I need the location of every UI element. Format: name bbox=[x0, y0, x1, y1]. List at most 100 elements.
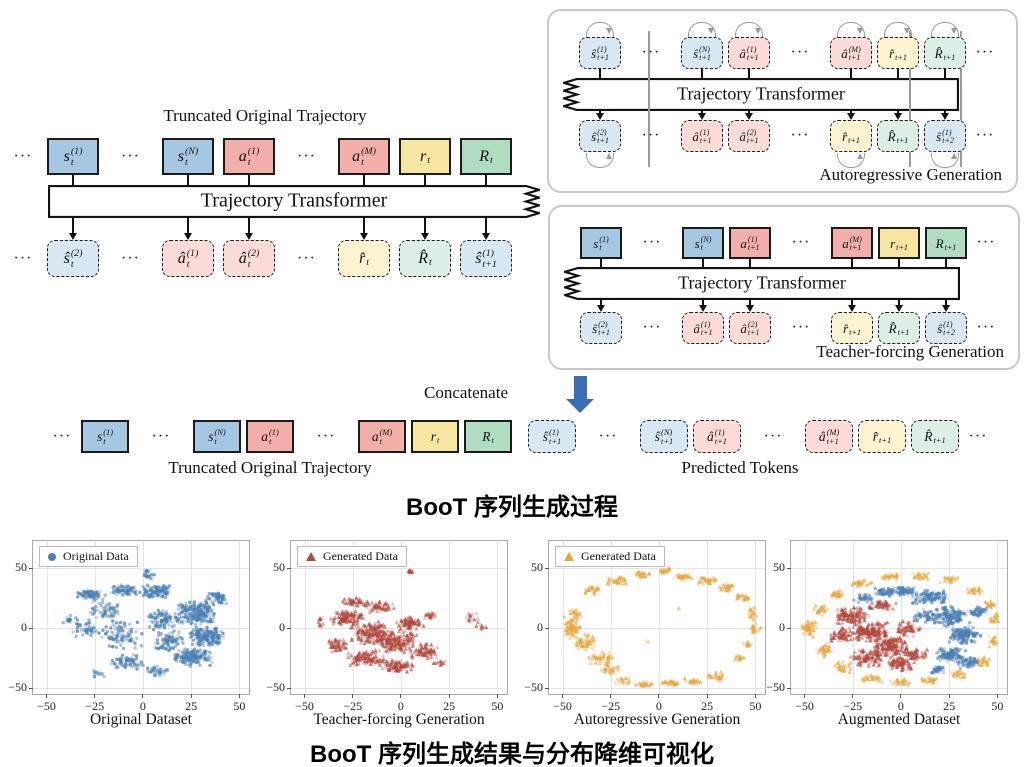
x-tick-label: 25 bbox=[943, 699, 956, 713]
x-tick-label: −50 bbox=[295, 699, 314, 713]
connector-line bbox=[850, 68, 852, 79]
connector-line bbox=[851, 258, 853, 268]
arrow-down-icon bbox=[941, 113, 949, 120]
autoregressive-output-row: ŝ (2) t+1 ··· â (1) t+1 â (2) t+1 ··· r̂ t+1 R̂ t+1 ŝ (1… bbox=[579, 120, 999, 152]
y-tick-mark bbox=[545, 627, 549, 629]
loop-arrow-tip-icon bbox=[951, 153, 957, 159]
token-box: r̂ t+1 bbox=[830, 120, 872, 152]
token-box: r̂ t+1 bbox=[877, 37, 919, 69]
x-tick-mark bbox=[238, 694, 240, 698]
arrow-down-icon bbox=[746, 305, 754, 312]
token-box: ŝ (2) t bbox=[47, 240, 99, 277]
plot-title: Autoregressive Generation bbox=[573, 711, 741, 728]
token-box: ŝ (1) t+1 bbox=[460, 240, 512, 277]
connector-line bbox=[851, 299, 853, 306]
scatter-plot-teacher-forcing-generation: −50 −25 0 25 50 −50 0 50 Generated Data Teacher-f… bbox=[266, 540, 508, 728]
concat-left-label: Truncated Original Trajectory bbox=[168, 458, 372, 477]
token-box: ŝ (1) t+2 bbox=[925, 312, 967, 344]
token-box: ŝ (N) t+1 bbox=[681, 37, 723, 69]
token-box: R̂ t bbox=[399, 240, 451, 277]
token-box: a (1) t+1 bbox=[729, 227, 771, 259]
caption-sequence-generation: BooT 序列生成过程 bbox=[406, 494, 618, 521]
connector-line bbox=[749, 299, 751, 306]
ellipsis: ··· bbox=[976, 319, 996, 336]
loop-arrow-tip-icon bbox=[755, 28, 761, 34]
x-tick-label: 50 bbox=[749, 699, 762, 713]
connector-line bbox=[898, 258, 900, 268]
x-tick-mark bbox=[754, 694, 756, 698]
token-box: s (N) t bbox=[162, 138, 214, 175]
scatter-canvas bbox=[791, 541, 1007, 694]
connector-line bbox=[187, 217, 189, 234]
transformer-bar-label: Trajectory Transformer bbox=[677, 83, 845, 104]
arrow-down-icon bbox=[184, 233, 192, 240]
token-box: ŝ (2) t+1 bbox=[580, 312, 622, 344]
y-tick-label: 0 bbox=[779, 620, 785, 635]
x-tick-mark bbox=[94, 694, 96, 698]
arrow-down-icon bbox=[847, 113, 855, 120]
plot-legend: Generated Data bbox=[555, 546, 665, 567]
token-box: â (2) t+1 bbox=[729, 312, 771, 344]
x-tick-label: −50 bbox=[553, 699, 572, 713]
connector-line bbox=[702, 258, 704, 268]
ellipsis: ··· bbox=[641, 44, 661, 61]
y-tick-label: −50 bbox=[8, 680, 27, 695]
truncated-trajectory-title: Truncated Original Trajectory bbox=[163, 106, 367, 125]
token-box: R̂ t+1 bbox=[877, 120, 919, 152]
y-tick-mark bbox=[29, 627, 33, 629]
x-tick-mark bbox=[304, 694, 305, 698]
y-tick-mark bbox=[287, 627, 291, 629]
token-box: r̂ t+1 bbox=[831, 312, 873, 344]
y-tick-mark bbox=[287, 567, 291, 569]
token-box: r t+1 bbox=[878, 227, 920, 259]
token-box: a (1) t bbox=[223, 138, 275, 175]
connector-line bbox=[485, 217, 487, 234]
y-tick-label: 50 bbox=[773, 560, 785, 575]
arrow-down-icon bbox=[421, 233, 429, 240]
ellipsis: ··· bbox=[598, 427, 618, 445]
y-tick-mark bbox=[787, 627, 791, 629]
x-tick-mark bbox=[948, 694, 950, 698]
token-box: â (M) t+1 bbox=[805, 420, 853, 453]
loop-arrow-tip-icon bbox=[857, 28, 863, 34]
x-tick-label: 0 bbox=[655, 699, 662, 713]
ellipsis: ··· bbox=[642, 319, 662, 336]
connector-line bbox=[702, 299, 704, 306]
connector-line bbox=[72, 174, 74, 186]
ellipsis: ··· bbox=[790, 44, 810, 61]
ellipsis: ··· bbox=[316, 427, 336, 445]
token-box: â (2) t+1 bbox=[728, 120, 770, 152]
connector-line bbox=[424, 174, 426, 186]
autoregressive-panel-label: Autoregressive Generation bbox=[819, 165, 1002, 184]
ellipsis: ··· bbox=[52, 427, 72, 445]
ellipsis: ··· bbox=[763, 427, 783, 445]
y-tick-label: 0 bbox=[21, 620, 27, 635]
concatenate-label: Concatenate bbox=[423, 383, 508, 402]
y-tick-label: 0 bbox=[537, 620, 543, 635]
connector-line bbox=[945, 299, 947, 306]
x-tick-label: 25 bbox=[185, 699, 198, 713]
ellipsis: ··· bbox=[13, 147, 33, 165]
y-tick-mark bbox=[29, 567, 33, 569]
connector-line bbox=[701, 68, 703, 79]
connector-line bbox=[748, 68, 750, 79]
connector-line bbox=[749, 258, 751, 268]
y-tick-mark bbox=[545, 687, 549, 689]
caption-tsne-visualization: BooT 序列生成结果与分布降维可视化 bbox=[310, 741, 714, 767]
token-box: ŝ (1) t+1 bbox=[579, 37, 621, 69]
token-box: ŝ (N) t+1 bbox=[640, 420, 688, 453]
ellipsis: ··· bbox=[641, 127, 661, 144]
arrow-down-icon bbox=[942, 305, 950, 312]
connector-line bbox=[363, 217, 365, 234]
plot-title: Original Dataset bbox=[89, 711, 192, 728]
connector-line bbox=[898, 299, 900, 306]
loop-arrow-tip-icon bbox=[708, 28, 714, 34]
x-tick-label: 50 bbox=[991, 699, 1004, 713]
x-tick-label: −25 bbox=[843, 699, 863, 713]
